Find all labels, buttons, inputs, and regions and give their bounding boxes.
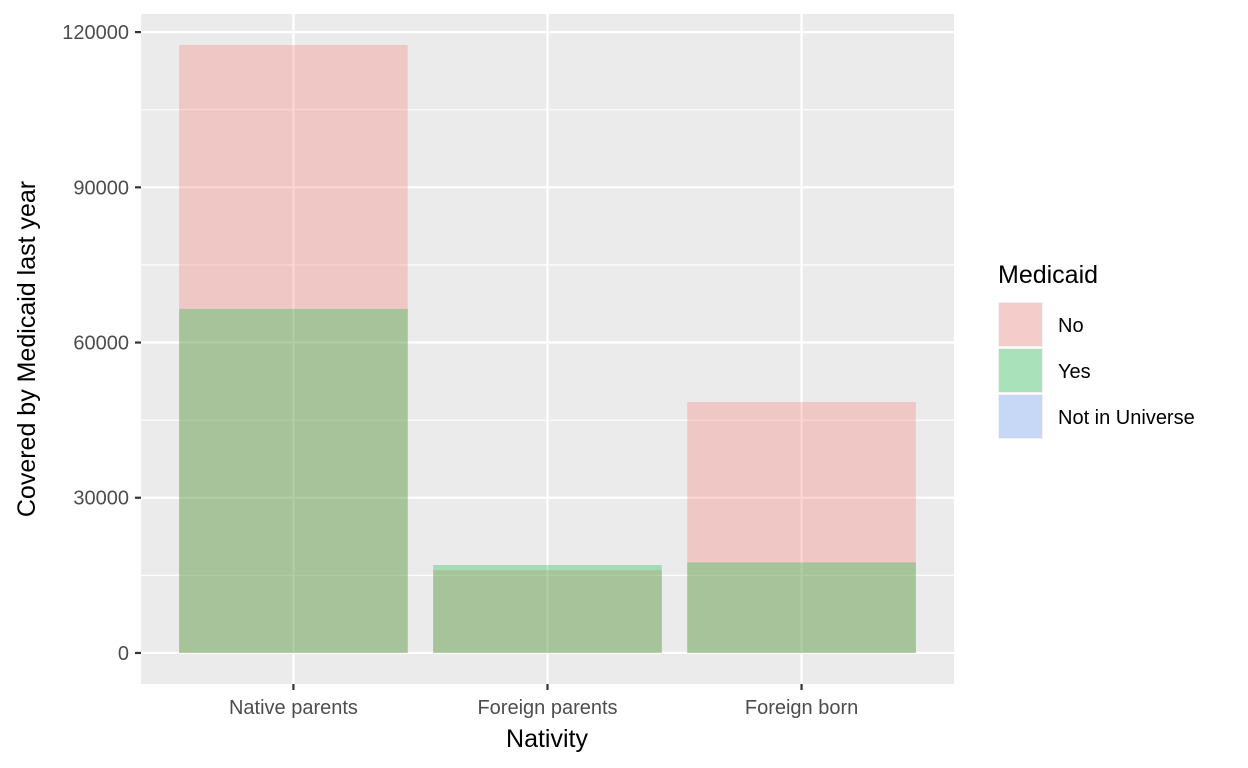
legend-label-no: No	[1058, 315, 1084, 337]
bar-yes	[687, 562, 916, 653]
y-tick-label: 60000	[73, 333, 129, 355]
bar-no	[687, 402, 916, 653]
legend: Medicaid No Yes Not in Universe	[998, 261, 1195, 439]
bar-yes	[433, 565, 662, 653]
y-tick-label: 0	[118, 643, 129, 665]
x-axis-title: Nativity	[506, 725, 588, 753]
x-axis: Native parents Foreign parents Foreign bor…	[229, 684, 858, 719]
legend-key-yes	[999, 349, 1042, 392]
legend-items: No Yes Not in Universe	[998, 302, 1195, 439]
bar-no	[179, 45, 408, 653]
legend-label-yes: Yes	[1058, 361, 1091, 383]
bars	[179, 45, 916, 653]
legend-title: Medicaid	[998, 261, 1098, 289]
legend-key-bg	[998, 348, 1043, 393]
y-axis: 0 30000 60000 90000 120000	[62, 22, 141, 665]
legend-key-bg	[998, 302, 1043, 347]
legend-label-not-in-universe: Not in Universe	[1058, 407, 1195, 429]
bar-yes	[179, 308, 408, 653]
x-tick-label: Native parents	[229, 697, 358, 719]
x-tick-label: Foreign born	[745, 697, 858, 719]
grid-major	[141, 14, 954, 684]
legend-key-bg	[998, 394, 1043, 439]
y-tick-label: 90000	[73, 177, 129, 199]
y-tick-label: 120000	[62, 22, 129, 44]
y-tick-label: 30000	[73, 488, 129, 510]
bar-no	[433, 570, 662, 653]
y-axis-title: Covered by Medicaid last year	[13, 181, 41, 517]
x-tick-label: Foreign parents	[477, 697, 617, 719]
legend-key-not-in-universe	[999, 395, 1042, 438]
legend-key-no	[999, 303, 1042, 346]
